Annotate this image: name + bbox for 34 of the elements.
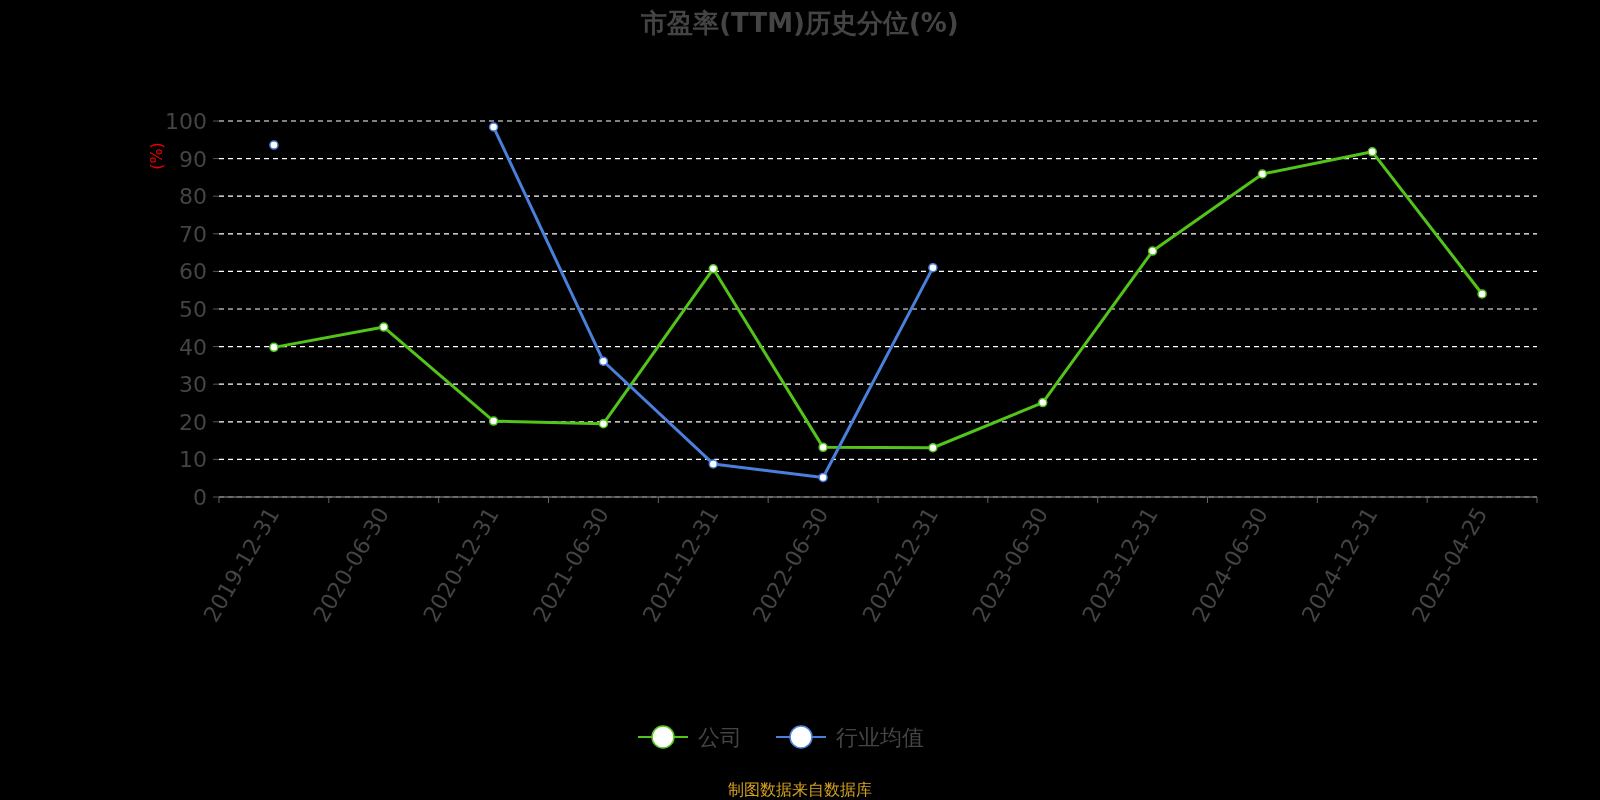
- y-tick-label: 50: [179, 297, 207, 322]
- point: [269, 342, 279, 353]
- point: [269, 140, 279, 150]
- point: [598, 356, 609, 367]
- y-tick-label: 80: [179, 184, 207, 210]
- point: [928, 442, 938, 453]
- y-tick-label: 20: [179, 409, 207, 435]
- point: [708, 264, 718, 274]
- text: 制图数据来自数据库: [728, 780, 872, 799]
- y-tick-label: 90: [179, 146, 207, 172]
- y-tick-label: 100: [165, 109, 207, 134]
- point: [1367, 147, 1377, 157]
- point: [1477, 289, 1487, 299]
- chart-title: 市盈率(TTM)历史分位(%): [640, 8, 959, 38]
- legend-label: 行业均值: [836, 725, 924, 750]
- point: [1147, 246, 1158, 256]
- point: [379, 322, 389, 332]
- y-axis-title: (%): [147, 142, 166, 170]
- y-tick-label: 10: [179, 447, 207, 473]
- y-tick-label: 60: [179, 259, 207, 285]
- point: [1257, 169, 1268, 179]
- point: [928, 262, 938, 273]
- point: [488, 416, 499, 426]
- y-tick-label: 70: [179, 221, 207, 247]
- point: [598, 418, 609, 429]
- point: [708, 459, 718, 469]
- point: [818, 472, 828, 483]
- point: [818, 442, 828, 453]
- point: [488, 122, 499, 132]
- y-tick-label: 40: [179, 334, 207, 360]
- y-tick-label: 0: [193, 485, 207, 510]
- y-tick-label: 30: [179, 372, 207, 398]
- point: [1038, 397, 1048, 408]
- legend-label: 公司: [698, 725, 742, 750]
